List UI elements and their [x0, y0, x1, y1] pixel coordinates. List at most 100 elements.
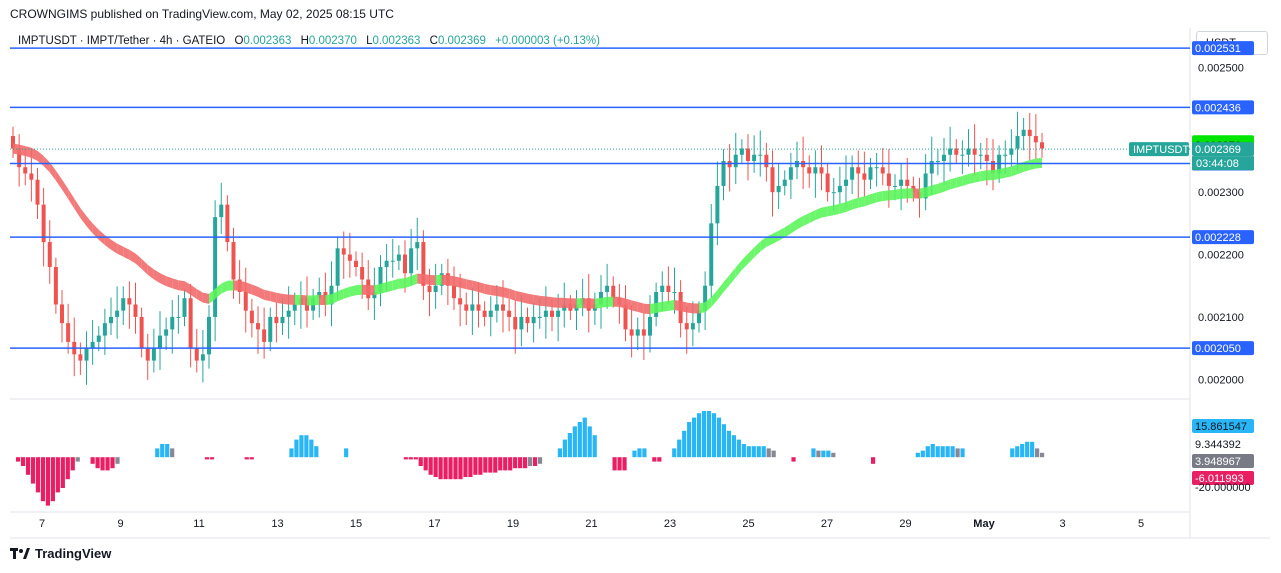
candle — [409, 228, 414, 286]
histogram-bar — [443, 457, 448, 480]
candle-body — [690, 323, 695, 330]
histogram-bar — [100, 457, 105, 471]
ma-ribbon-segment — [570, 298, 577, 309]
ma-ribbon-segment — [509, 288, 516, 301]
candle-body — [948, 148, 953, 155]
ma-ribbon-segment — [760, 236, 767, 252]
histogram-bar — [692, 417, 697, 458]
histogram-bar — [920, 450, 925, 458]
candle-body — [819, 167, 824, 174]
candle-body — [519, 316, 524, 330]
ma-ribbon-segment — [196, 289, 203, 303]
ma-ribbon-segment — [754, 241, 761, 258]
ma-ribbon-segment — [374, 283, 381, 296]
candle-body — [84, 348, 89, 361]
ma-ribbon-segment — [723, 274, 730, 293]
ma-ribbon-segment — [276, 292, 283, 304]
ma-ribbon-segment — [699, 302, 706, 314]
candle-body — [782, 179, 787, 186]
candle — [347, 232, 352, 278]
candle-body — [354, 260, 358, 268]
ma-ribbon-segment — [160, 273, 167, 287]
price-tick-label: 0.002200 — [1198, 250, 1244, 262]
histogram-bar — [160, 444, 165, 458]
ma-ribbon-segment — [270, 291, 277, 303]
ma-ribbon-segment — [950, 177, 957, 190]
candle-body — [942, 154, 946, 161]
time-tick-label: 27 — [821, 518, 833, 530]
indicator-label: -20.000000 — [1195, 482, 1251, 494]
histogram-bar — [811, 448, 816, 458]
candle-body — [341, 248, 346, 255]
ma-ribbon-segment — [227, 280, 234, 291]
tradingview-logo[interactable]: TradingView — [10, 546, 111, 561]
ma-ribbon-segment — [668, 299, 675, 311]
candle — [929, 136, 934, 196]
tradingview-logo-text: TradingView — [35, 546, 112, 561]
candle — [966, 129, 971, 167]
candle-body — [984, 154, 989, 161]
candle-body — [770, 167, 775, 193]
ma-ribbon-segment — [435, 274, 442, 286]
ma-ribbon-segment — [117, 243, 124, 257]
histogram-bar — [483, 457, 488, 473]
candle — [17, 134, 22, 187]
ma-ribbon-segment — [31, 147, 38, 161]
candle-body — [145, 348, 150, 361]
candle — [170, 300, 175, 354]
ma-ribbon-segment — [202, 292, 209, 304]
histogram-bar — [682, 430, 687, 458]
ma-ribbon-segment — [466, 279, 473, 291]
ma-ribbon-segment — [717, 282, 724, 301]
ma-ribbon-segment — [962, 174, 969, 186]
symbol-label: IMPTUSDT · IMPT/Tether · 4h · GATEIO — [18, 35, 226, 47]
candle-body — [170, 316, 175, 330]
ma-ribbon-segment — [190, 284, 197, 300]
candle — [354, 251, 358, 277]
ma-ribbon-segment — [233, 280, 240, 291]
candle — [84, 331, 89, 385]
ma-ribbon-segment — [37, 150, 44, 167]
candle — [1015, 111, 1020, 171]
indicator-label-box — [1192, 419, 1254, 433]
candle — [782, 170, 787, 196]
candle-body — [286, 310, 291, 317]
candle — [133, 282, 138, 334]
histogram-bar — [155, 448, 160, 458]
candle-body — [1009, 148, 1014, 155]
countdown-box — [1192, 156, 1254, 171]
histogram-bar — [870, 457, 876, 464]
ma-ribbon-segment — [472, 280, 479, 293]
candle-body — [831, 192, 836, 194]
candle-body — [660, 285, 665, 292]
ma-ribbon-segment — [993, 168, 1000, 181]
candle-body — [1003, 154, 1008, 156]
ma-ribbon-segment — [392, 278, 399, 291]
open-value: 0.002363 — [243, 35, 292, 47]
candle — [733, 132, 738, 185]
candle — [721, 149, 726, 201]
candle — [151, 328, 156, 373]
histogram-bar — [503, 457, 508, 471]
histogram-bar — [622, 457, 627, 471]
candle-body — [954, 148, 959, 155]
ma-ribbon-segment — [429, 274, 436, 286]
candle — [139, 307, 144, 358]
ma-ribbon-segment — [643, 303, 650, 315]
candle-body — [856, 167, 861, 174]
histogram-bar — [706, 411, 712, 458]
histogram-bar — [95, 457, 100, 469]
candle-body — [23, 167, 28, 174]
candle — [176, 295, 181, 334]
change-value: +0.000003 (+0.13%) — [495, 35, 600, 47]
histogram-bar — [915, 452, 920, 458]
ma-ribbon-segment — [484, 283, 491, 296]
histogram-bar — [935, 446, 940, 458]
candle — [942, 137, 946, 186]
ma-ribbon-segment — [741, 253, 748, 270]
candle-body — [923, 173, 928, 199]
candle — [121, 286, 126, 326]
candle-body — [109, 316, 113, 324]
candle-body — [991, 160, 995, 174]
